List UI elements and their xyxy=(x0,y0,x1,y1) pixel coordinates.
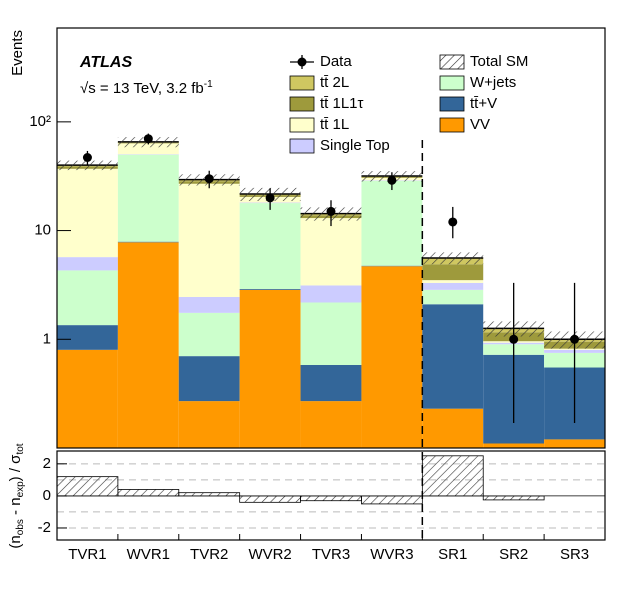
data-point xyxy=(570,335,579,344)
stack-segment xyxy=(483,444,544,449)
legend-label: tt̄ 1L xyxy=(320,116,349,133)
legend-swatch xyxy=(440,76,464,90)
stack-segment xyxy=(57,350,118,448)
label-part: ) / σ xyxy=(7,454,24,481)
ratio-bar xyxy=(118,489,179,495)
ratio-bar xyxy=(179,493,240,496)
uncertainty-band xyxy=(422,252,483,264)
stack-segment xyxy=(240,289,301,290)
stack-segment xyxy=(301,285,362,302)
label-sub: tot xyxy=(15,443,26,454)
stack-segment xyxy=(361,181,422,266)
stack-segment xyxy=(240,290,301,448)
data-point xyxy=(327,207,336,216)
stack-segment xyxy=(301,218,362,285)
label-part: - n xyxy=(7,497,24,519)
ratio-bar xyxy=(422,456,483,496)
legend-label: Single Top xyxy=(320,137,390,154)
stack-segment xyxy=(179,356,240,401)
ratio-bar xyxy=(483,496,544,500)
ratio-bar xyxy=(361,496,422,504)
x-tick-label: TVR2 xyxy=(190,546,228,563)
x-tick-label: WVR1 xyxy=(127,546,170,563)
stack-segment xyxy=(179,401,240,448)
subtitle-part: √s = 13 TeV, 3.2 fb xyxy=(80,80,204,97)
y-tick-label: 1 xyxy=(43,330,51,347)
stack-segment xyxy=(57,270,118,325)
label-sub: exp xyxy=(15,481,26,498)
subtitle: √s = 13 TeV, 3.2 fb-1 xyxy=(80,79,213,97)
stack-segment xyxy=(57,169,118,257)
legend-label: Data xyxy=(320,53,352,70)
stack-segment xyxy=(57,325,118,350)
legend-label: tt̄ 2L xyxy=(320,74,349,91)
y-tick-label: 10² xyxy=(29,113,51,130)
legend-swatch xyxy=(290,97,314,111)
legend-label: tt̄+V xyxy=(470,95,497,112)
legend-swatch xyxy=(290,76,314,90)
data-point xyxy=(448,217,457,226)
stack-segment xyxy=(301,302,362,365)
stack-segment xyxy=(422,264,483,280)
ratio-y-label: (nobs - nexp) / σtot xyxy=(7,443,26,548)
label-sub: obs xyxy=(15,519,26,535)
x-tick-label: WVR2 xyxy=(248,546,291,563)
stack-segment xyxy=(118,242,179,243)
stack-segment xyxy=(118,242,179,448)
x-tick-label: SR3 xyxy=(560,546,589,563)
stack-segment xyxy=(422,304,483,408)
stack-segment xyxy=(118,155,179,242)
stack-segment xyxy=(422,280,483,283)
stack-segment xyxy=(240,203,301,289)
ratio-y-tick-label: -2 xyxy=(38,519,51,536)
x-tick-label: TVR3 xyxy=(312,546,350,563)
x-tick-label: SR2 xyxy=(499,546,528,563)
label-part: (n xyxy=(7,535,24,548)
ratio-y-tick-label: 0 xyxy=(43,487,51,504)
ratio-bar xyxy=(301,496,362,501)
stack-segment xyxy=(422,283,483,290)
legend-swatch xyxy=(440,55,464,69)
stack-segment xyxy=(179,297,240,313)
y-axis-label: Events xyxy=(9,30,26,76)
atlas-label: ATLAS xyxy=(79,54,132,71)
legend-label: Total SM xyxy=(470,53,528,70)
data-point xyxy=(83,153,92,162)
data-point xyxy=(144,134,153,143)
legend-swatch xyxy=(440,97,464,111)
stack-segment xyxy=(301,365,362,401)
legend-label: W+jets xyxy=(470,74,516,91)
ratio-bar xyxy=(57,477,118,496)
data-point xyxy=(266,193,275,202)
data-point xyxy=(509,335,518,344)
stack-segment xyxy=(422,290,483,304)
stack-segment xyxy=(179,184,240,297)
stack-segment xyxy=(301,401,362,448)
y-tick-label: 10 xyxy=(34,222,51,239)
legend-label: VV xyxy=(470,116,490,133)
legend-marker xyxy=(298,58,307,67)
data-point xyxy=(205,174,214,183)
stack-segment xyxy=(57,257,118,270)
x-tick-label: WVR3 xyxy=(370,546,413,563)
ratio-bar xyxy=(240,496,301,502)
legend-label: tt̄ 1L1τ xyxy=(320,95,364,112)
ratio-y-tick-label: 2 xyxy=(43,455,51,472)
legend-swatch xyxy=(290,139,314,153)
legend-swatch xyxy=(290,118,314,132)
x-tick-label: TVR1 xyxy=(68,546,106,563)
legend-swatch xyxy=(440,118,464,132)
stack-segment xyxy=(544,439,605,448)
stack-segment xyxy=(422,409,483,448)
subtitle-sup: -1 xyxy=(204,79,213,90)
x-tick-label: SR1 xyxy=(438,546,467,563)
data-point xyxy=(387,176,396,185)
stack-segment xyxy=(361,266,422,448)
stack-segment xyxy=(179,313,240,356)
